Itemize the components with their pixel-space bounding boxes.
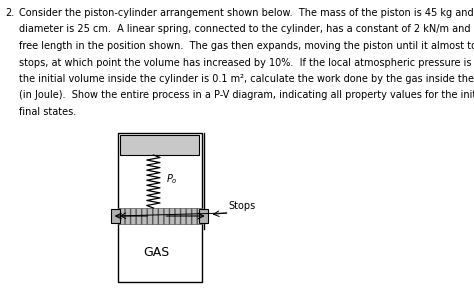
Text: the initial volume inside the cylinder is 0.1 m², calculate the work done by the: the initial volume inside the cylinder i…: [18, 74, 474, 84]
Text: stops, at which point the volume has increased by 10%.  If the local atmospheric: stops, at which point the volume has inc…: [18, 57, 474, 68]
Text: diameter is 25 cm.  A linear spring, connected to the cylinder, has a constant o: diameter is 25 cm. A linear spring, conn…: [18, 24, 474, 35]
Text: final states.: final states.: [18, 107, 76, 117]
Bar: [118, 208, 201, 224]
Bar: [199, 209, 208, 223]
Text: Consider the piston-cylinder arrangement shown below.  The mass of the piston is: Consider the piston-cylinder arrangement…: [18, 8, 474, 18]
Bar: [120, 135, 199, 155]
Text: Stops: Stops: [228, 201, 255, 211]
Text: GAS: GAS: [144, 246, 170, 260]
Text: $P_o$: $P_o$: [166, 172, 178, 186]
Polygon shape: [118, 133, 201, 282]
Text: free length in the position shown.  The gas then expands, moving the piston unti: free length in the position shown. The g…: [18, 41, 474, 51]
Text: (in Joule).  Show the entire process in a P-V diagram, indicating all property v: (in Joule). Show the entire process in a…: [18, 90, 474, 101]
Text: 2.: 2.: [5, 8, 15, 18]
Bar: [111, 209, 120, 223]
